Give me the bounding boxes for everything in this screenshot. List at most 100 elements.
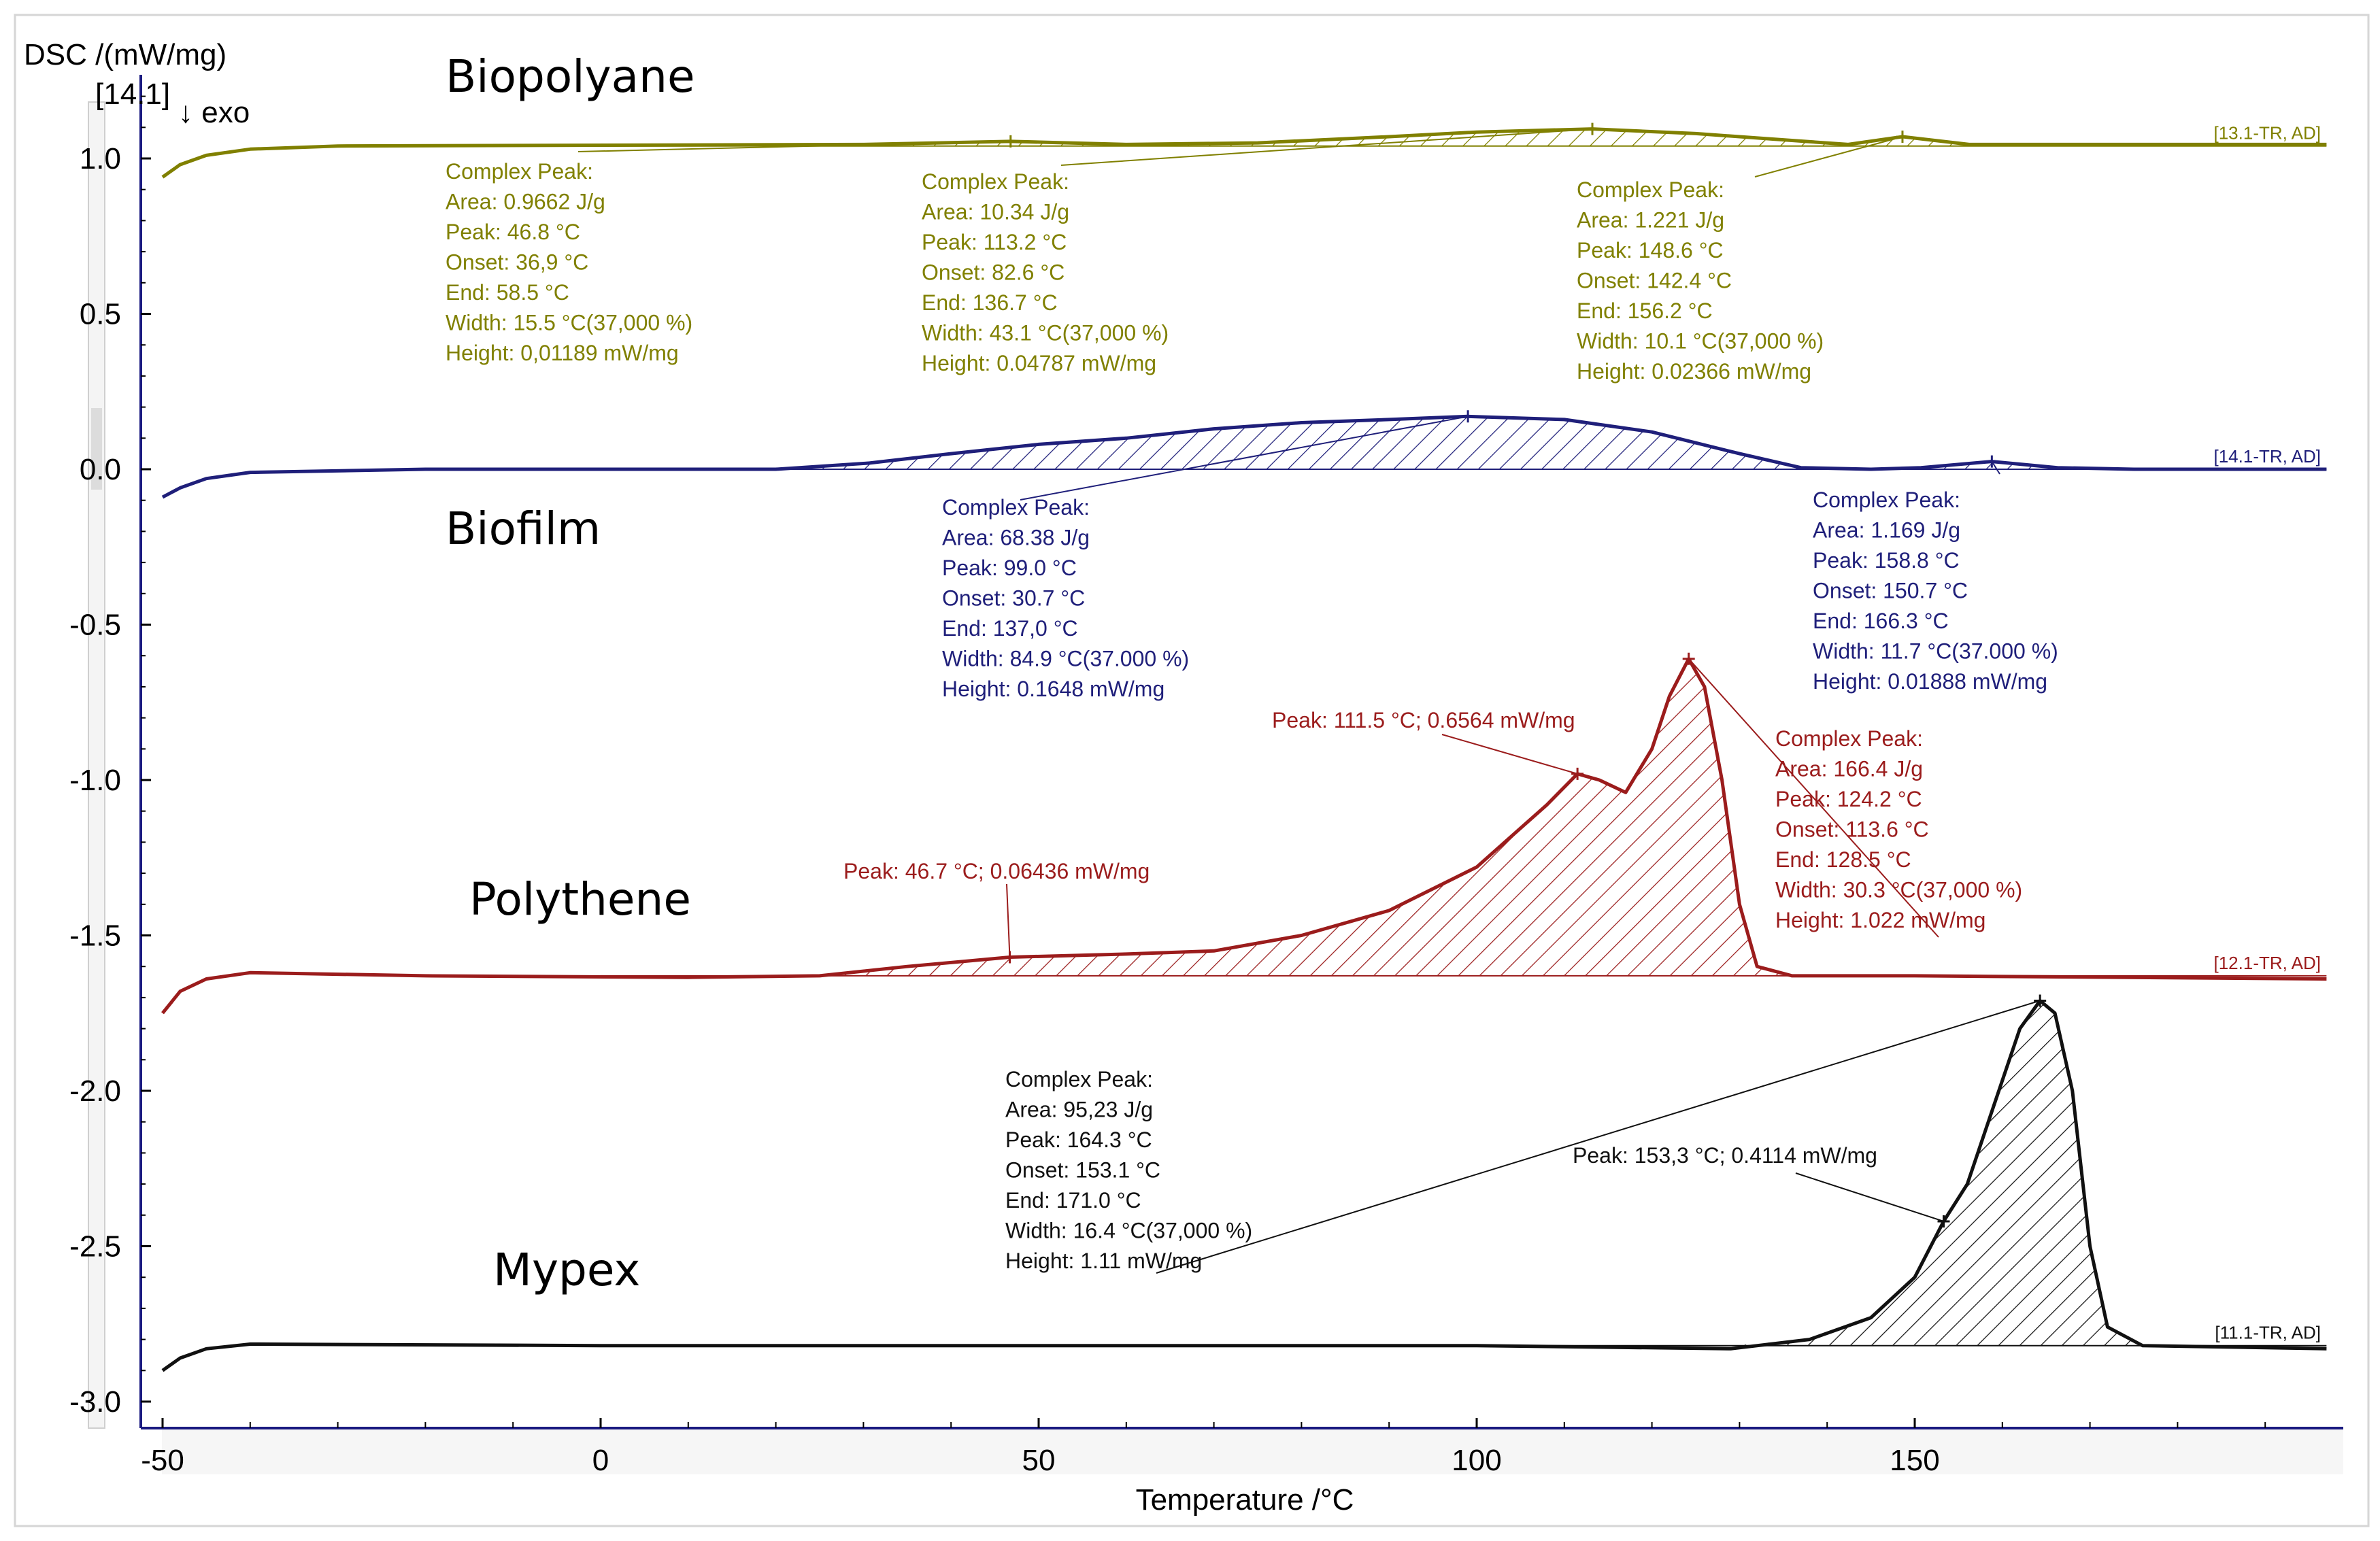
peak-area-hatch <box>775 416 2327 469</box>
peak-marker <box>1985 455 1998 468</box>
annotation-line: Area: 1.221 J/g <box>1577 208 1724 233</box>
y-scale-marker: [14.1] <box>95 78 170 111</box>
x-tick-label: 150 <box>1890 1444 1939 1477</box>
annotation-line: Width: 30.3 °C(37,000 %) <box>1775 878 2022 902</box>
x-tick-label: 50 <box>1022 1444 1056 1477</box>
curve-tag: [13.1-TR, AD] <box>2214 123 2322 143</box>
annotation-line: End: 171.0 °C <box>1005 1188 1141 1213</box>
annotation-leader <box>577 140 1011 152</box>
peak-annotation: Complex Peak: Area: 95,23 J/g Peak: 164.3 … <box>1005 1067 1252 1273</box>
y-tick-label: -3.0 <box>69 1385 121 1419</box>
annotation-line: Complex Peak: <box>942 495 1090 520</box>
annotation-line: Peak: 148.6 °C <box>1577 238 1724 263</box>
annotation-line: Area: 166.4 J/g <box>1775 757 1923 781</box>
annotation-line: End: 136.7 °C <box>922 290 1058 315</box>
peak-marker <box>1586 122 1599 135</box>
annotation-line: Width: 15.5 °C(37,000 %) <box>446 311 692 335</box>
annotation-line: End: 166.3 °C <box>1813 609 1949 633</box>
y-tick-label: -0.5 <box>69 609 121 642</box>
peak-marker <box>1682 652 1695 665</box>
annotation-line: End: 128.5 °C <box>1775 847 1911 872</box>
annotation-line: End: 137,0 °C <box>942 616 1078 641</box>
annotation-leader <box>1754 136 1903 177</box>
series-biopolyane: Biopolyane [13.1-TR, AD] Complex Peak: Area… <box>161 50 2327 384</box>
peak-annotation: Complex Peak: Area: 68.38 J/g Peak: 99.0 °… <box>942 495 1189 701</box>
series-polythene: Polythene [12.1-TR, AD] Peak: 46.7 °C; 0.0… <box>161 652 2327 1015</box>
annotation-line: Height: 1.022 mW/mg <box>1775 908 1985 932</box>
x-tick-label: 0 <box>592 1444 609 1477</box>
peak-marker <box>1896 131 1909 143</box>
annotation-line: Peak: 46.8 °C <box>446 220 580 244</box>
series-name: Polythene <box>469 873 691 926</box>
y-tick-label: -2.0 <box>69 1074 121 1108</box>
peak-annotation: Complex Peak: Area: 1.221 J/g Peak: 148.6 … <box>1577 177 1824 384</box>
annotation-line: Complex Peak: <box>922 169 1069 194</box>
annotation-line: Onset: 82.6 °C <box>922 260 1065 285</box>
curve-tag: [11.1-TR, AD] <box>2215 1323 2321 1343</box>
peak-marker <box>1004 135 1017 148</box>
annotation-line: Complex Peak: <box>1577 177 1724 202</box>
annotation-line: Peak: 164.3 °C <box>1005 1128 1152 1152</box>
y-scroll-strip[interactable] <box>88 101 105 1429</box>
annotation-line: Onset: 153.1 °C <box>1005 1158 1160 1183</box>
annotation-line: Peak: 113.2 °C <box>922 230 1067 254</box>
annotation-line: Height: 0.04787 mW/mg <box>922 351 1156 375</box>
annotation-line: Area: 1.169 J/g <box>1813 518 1960 543</box>
peak-area-hatch <box>688 658 2327 976</box>
annotation-line: Complex Peak: <box>446 159 593 184</box>
exo-label: ↓ exo <box>178 96 250 129</box>
annotation-leader <box>1795 1172 1944 1222</box>
annotation-line: End: 156.2 °C <box>1577 299 1713 323</box>
series-name: Mypex <box>493 1244 640 1296</box>
series-biofilm: Biofilm [14.1-TR, AD] Complex Peak: Area: 6… <box>161 410 2327 701</box>
y-scroll-thumb[interactable] <box>91 408 102 490</box>
peak-annotation: Complex Peak: Area: 1.169 J/g Peak: 158.8 … <box>1813 488 2058 694</box>
y-tick-label: 1.0 <box>80 142 121 175</box>
dsc-curve <box>161 414 2327 499</box>
annotation-line: Area: 68.38 J/g <box>942 526 1090 550</box>
series-name: Biofilm <box>446 503 601 555</box>
annotation-line: Width: 16.4 °C(37,000 %) <box>1005 1219 1252 1243</box>
annotation-leader <box>1006 883 1011 958</box>
y-tick-label: -2.5 <box>69 1230 121 1264</box>
annotation-line: Peak: 124.2 °C <box>1775 787 1922 811</box>
peak-annotation: Peak: 153,3 °C; 0.4114 mW/mg <box>1573 1143 1877 1168</box>
annotation-leader <box>1441 734 1578 775</box>
peak-marker <box>1003 951 1016 964</box>
annotation-line: Complex Peak: <box>1775 726 1923 751</box>
annotation-line: Width: 11.7 °C(37.000 %) <box>1813 639 2058 664</box>
annotation-line: Complex Peak: <box>1813 488 1960 512</box>
annotation-line: Height: 0.02366 mW/mg <box>1577 359 1811 384</box>
y-tick-label: -1.5 <box>69 919 121 953</box>
annotation-leader <box>1020 416 1469 501</box>
peak-area-hatch <box>863 129 2327 146</box>
annotation-leader <box>1991 461 2000 475</box>
annotation-line: Height: 1.11 mW/mg <box>1005 1249 1202 1273</box>
y-axis-label: DSC /(mW/mg) <box>24 38 227 71</box>
peak-annotation: Peak: 46.7 °C; 0.06436 mW/mg <box>843 859 1150 883</box>
annotation-line: Height: 0,01189 mW/mg <box>446 341 679 365</box>
curve-tag: [14.1-TR, AD] <box>2214 446 2322 467</box>
annotation-leader <box>1156 1000 2041 1274</box>
annotation-line: Peak: 153,3 °C; 0.4114 mW/mg <box>1573 1143 1877 1168</box>
annotation-line: Peak: 99.0 °C <box>942 556 1077 580</box>
annotation-line: Complex Peak: <box>1005 1067 1153 1091</box>
annotation-line: Peak: 111.5 °C; 0.6564 mW/mg <box>1272 708 1575 732</box>
peak-annotation: Complex Peak: Area: 166.4 J/g Peak: 124.2 … <box>1775 726 2022 932</box>
peak-marker <box>1462 410 1475 423</box>
curve-tag: [12.1-TR, AD] <box>2214 953 2322 973</box>
annotation-line: End: 58.5 °C <box>446 280 569 305</box>
annotation-line: Onset: 150.7 °C <box>1813 579 1968 603</box>
annotation-line: Area: 95,23 J/g <box>1005 1098 1153 1122</box>
annotation-line: Width: 43.1 °C(37,000 %) <box>922 321 1169 345</box>
series-mypex: Mypex [11.1-TR, AD] Complex Peak: Area: 95,… <box>161 994 2327 1372</box>
annotation-leader <box>1060 128 1593 166</box>
annotation-line: Onset: 30.7 °C <box>942 586 1085 611</box>
annotation-line: Height: 0.1648 mW/mg <box>942 677 1164 701</box>
peak-marker <box>1571 767 1584 780</box>
annotation-line: Peak: 46.7 °C; 0.06436 mW/mg <box>843 859 1150 883</box>
annotation-line: Area: 10.34 J/g <box>922 200 1069 224</box>
annotation-leader <box>1688 658 1939 938</box>
x-axis-strip <box>162 1427 2343 1474</box>
peak-marker <box>1937 1215 1950 1227</box>
